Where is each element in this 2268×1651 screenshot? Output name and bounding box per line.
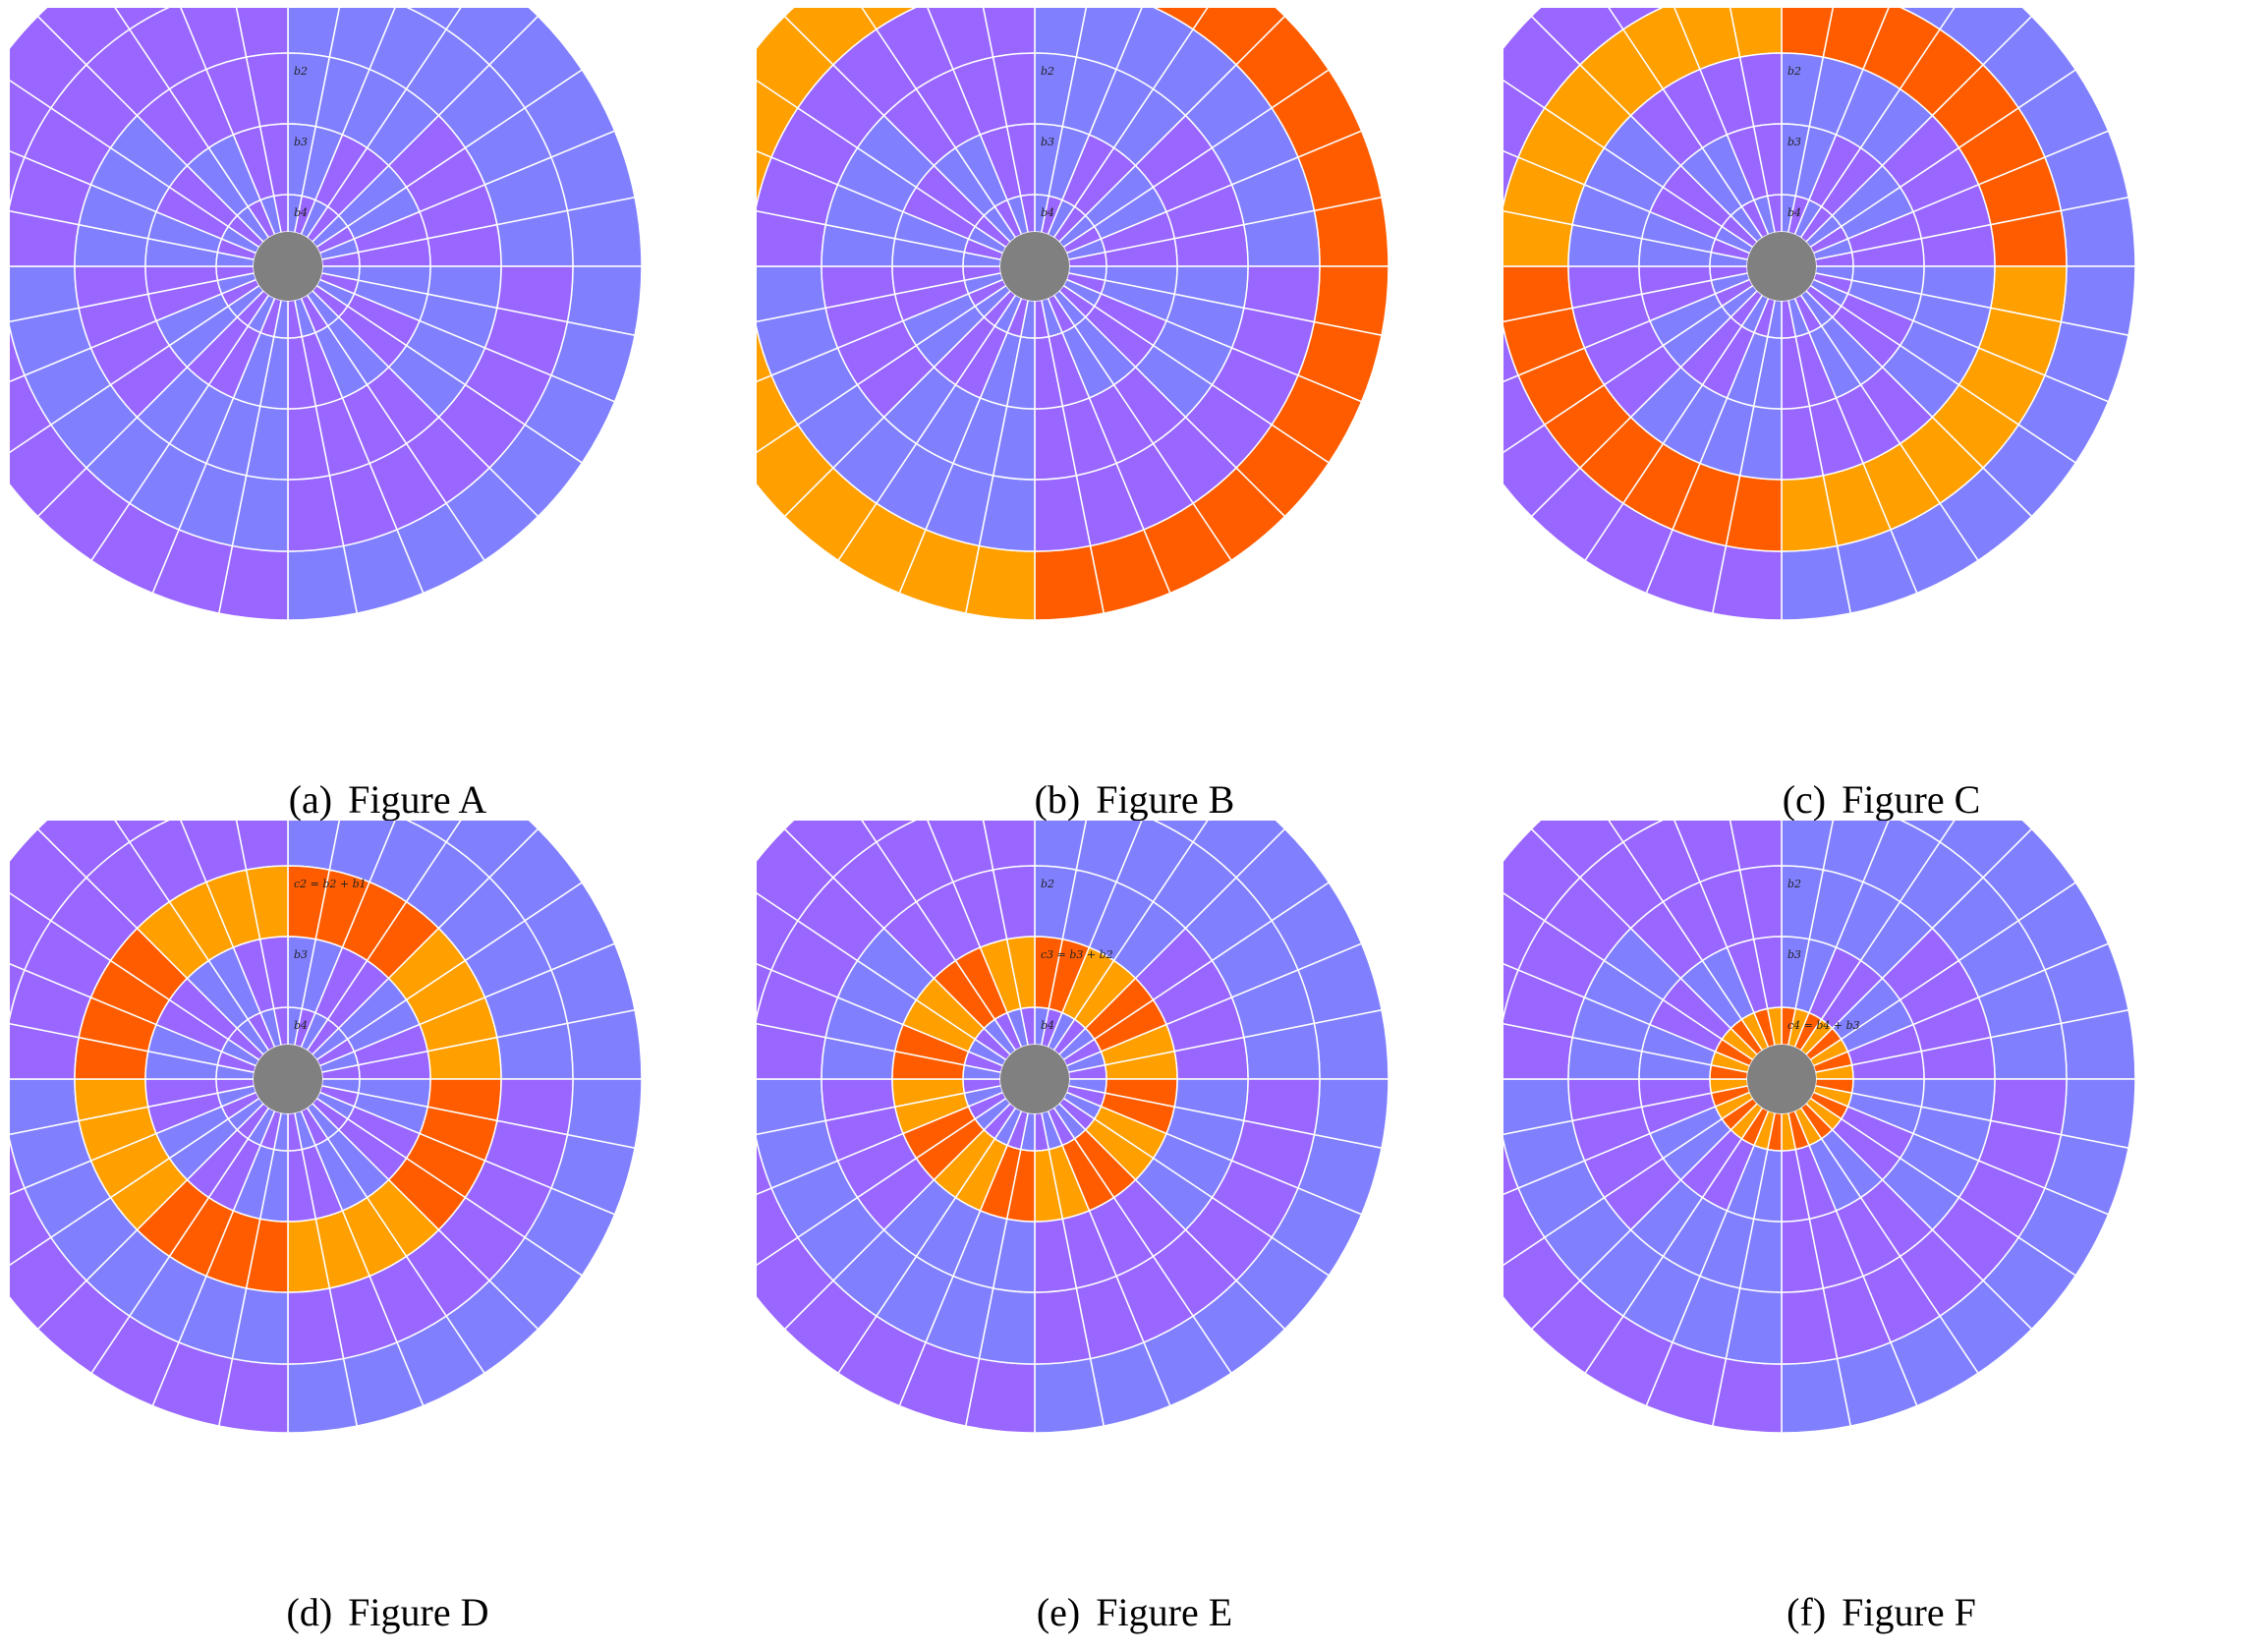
ring-label-3: b3 — [1787, 948, 1801, 961]
caption-tag: (a) — [288, 777, 333, 822]
caption-tag: (e) — [1036, 1590, 1081, 1634]
center-hub — [1747, 232, 1816, 301]
ring-label-4: b4 — [1041, 1019, 1054, 1032]
radial-diagram-a: b0b1b2b3b4 — [10, 8, 643, 621]
caption-title: Figure D — [348, 1590, 489, 1634]
ring-label-2: b2 — [1787, 65, 1801, 78]
caption-e: (e) Figure E — [757, 1589, 1512, 1635]
ring-label-4: c4 = b4 + b3 — [1787, 1019, 1860, 1032]
ring-label-4: b4 — [1041, 206, 1054, 219]
caption-tag: (d) — [286, 1590, 333, 1634]
center-hub — [1747, 1045, 1816, 1113]
ring-label-4: b4 — [294, 206, 308, 219]
caption-title: Figure C — [1842, 777, 1981, 822]
center-hub — [1000, 232, 1069, 301]
center-hub — [1000, 1045, 1069, 1113]
ring-label-3: b3 — [294, 948, 308, 961]
ring-label-3: b3 — [1787, 136, 1801, 148]
ring-label-2: c2 = b2 + b1 — [294, 878, 367, 890]
ring-label-3: b3 — [294, 136, 308, 148]
radial-diagram-c: b0c1 = b1 + b0b2b3b4 — [1503, 8, 2136, 621]
ring-label-2: b2 — [294, 65, 308, 78]
caption-tag: (f) — [1786, 1590, 1827, 1634]
caption-title: Figure B — [1096, 777, 1235, 822]
center-hub — [254, 232, 322, 301]
caption-title: Figure A — [348, 777, 487, 822]
caption-c: (c) Figure C — [1503, 776, 2259, 823]
radial-diagram-b: c0 = b0b1b2b3b4 — [757, 8, 1389, 621]
caption-a: (a) Figure A — [10, 776, 765, 823]
caption-title: Figure F — [1842, 1590, 1976, 1634]
radial-diagram-f: b0b1b2b3c4 = b4 + b3 — [1503, 821, 2136, 1434]
ring-label-2: b2 — [1041, 65, 1054, 78]
caption-b: (b) Figure B — [757, 776, 1512, 823]
caption-title: Figure E — [1096, 1590, 1233, 1634]
caption-tag: (b) — [1034, 777, 1081, 822]
ring-label-4: b4 — [294, 1019, 308, 1032]
panel-b: c0 = b0b1b2b3b4 (b)Figure B — [757, 8, 1512, 833]
caption-f: (f) Figure F — [1503, 1589, 2259, 1635]
panel-c: b0c1 = b1 + b0b2b3b4 (c)Figure C — [1503, 8, 2259, 833]
center-hub — [254, 1045, 322, 1113]
ring-label-3: c3 = b3 + b2 — [1041, 948, 1113, 961]
panel-f: b0b1b2b3c4 = b4 + b3 (f)Figure F — [1503, 821, 2259, 1646]
ring-label-2: b2 — [1787, 878, 1801, 890]
caption-tag: (c) — [1782, 777, 1827, 822]
ring-label-4: b4 — [1787, 206, 1801, 219]
ring-label-2: b2 — [1041, 878, 1054, 890]
ring-label-3: b3 — [1041, 136, 1054, 148]
panel-a: b0b1b2b3b4 (a)Figure A — [10, 8, 765, 833]
caption-d: (d) Figure D — [10, 1589, 765, 1635]
